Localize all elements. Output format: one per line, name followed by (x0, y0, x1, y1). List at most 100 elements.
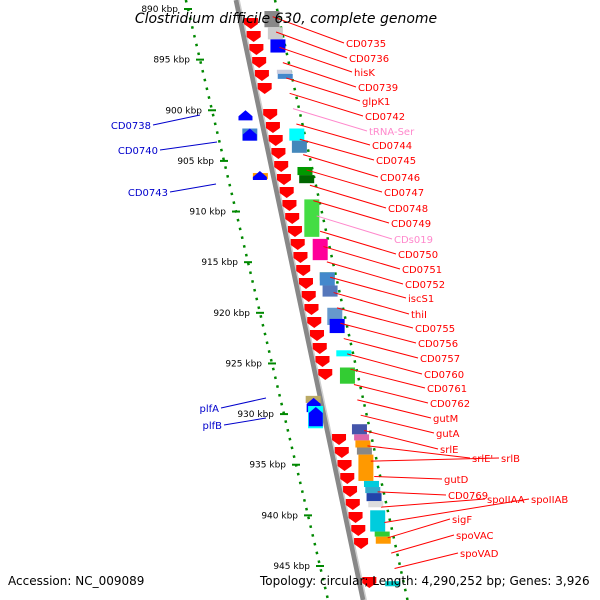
gene-label: glpK1 (362, 97, 390, 108)
kbp-tick-label: 925 kbp (225, 359, 262, 369)
gene-label: CDs019 (394, 235, 433, 246)
forward-gene-arrow (287, 226, 302, 237)
gene-label: plfB (202, 421, 222, 432)
label-leader-line (353, 384, 429, 404)
forward-gene-arrow (257, 83, 272, 94)
gene-label: CD0750 (398, 250, 438, 261)
label-leader-line (333, 292, 410, 315)
forward-gene-arrow (293, 252, 308, 263)
map-title: Clostridium difficile 630, complete geno… (135, 11, 437, 27)
gene-label: plfA (200, 404, 220, 415)
reverse-gene-arrow (252, 171, 267, 181)
outer-feature-block (277, 73, 293, 79)
outer-feature-block (365, 487, 381, 494)
gene-label: CD0746 (380, 173, 420, 184)
kbp-tick-label: 930 kbp (237, 410, 274, 420)
accession-text: Accession: NC_009089 (8, 574, 145, 588)
outer-feature-block (299, 175, 315, 184)
forward-gene-arrow (274, 161, 289, 172)
forward-gene-arrow (307, 317, 322, 328)
genome-backbone (233, 0, 367, 600)
outer-feature-block (276, 69, 292, 74)
forward-gene-arrow (315, 356, 330, 367)
gene-label: CD0769 (448, 491, 488, 502)
gene-label: hisK (354, 68, 375, 79)
forward-gene-arrow (254, 70, 269, 81)
gene-label: CD0738 (111, 121, 151, 132)
outer-feature-block (336, 350, 352, 357)
label-leader-line (169, 183, 217, 193)
forward-gene-arrow (243, 18, 258, 29)
gene-label: spoVAC (456, 531, 494, 542)
outer-feature-block (267, 27, 283, 40)
outer-feature-block (297, 166, 313, 176)
forward-gene-arrow (265, 122, 280, 133)
label-leader-line (279, 46, 353, 73)
label-leader-line (326, 261, 404, 285)
forward-gene-arrow (268, 135, 283, 146)
outer-feature-block (312, 238, 328, 261)
forward-gene-arrow (296, 265, 311, 276)
label-leader-line (350, 368, 426, 389)
label-leader-line (336, 307, 414, 329)
forward-gene-arrow (298, 278, 313, 289)
gene-label: tRNA-Ser (369, 127, 415, 138)
outer-feature-block (289, 128, 305, 141)
kbp-tick-label: 945 kbp (273, 562, 310, 572)
reverse-gene-arrow (242, 128, 257, 141)
inner-scale-line (184, 0, 330, 600)
label-leader-line (360, 414, 435, 434)
outer-feature-block (322, 285, 338, 297)
forward-gene-arrow (290, 239, 305, 250)
gene-label: sigF (452, 515, 472, 526)
gene-label: CD0747 (384, 188, 424, 199)
reverse-gene-arrow (238, 110, 253, 121)
outer-feature-block (319, 272, 335, 286)
forward-gene-arrow (263, 109, 278, 120)
label-leader-line (374, 475, 443, 480)
label-leader-line (159, 141, 218, 151)
outer-feature-block (366, 493, 382, 502)
label-leader-line (220, 397, 267, 409)
label-leader-line (377, 491, 447, 496)
gene-label: CD0751 (402, 265, 442, 276)
kbp-tick-label: 900 kbp (165, 106, 202, 116)
forward-gene-arrow (285, 213, 300, 224)
forward-gene-arrow (351, 525, 366, 536)
gene-label: CD0744 (372, 141, 412, 152)
label-leader-line (363, 430, 439, 450)
label-leader-line (380, 498, 486, 508)
label-leader-line (387, 518, 451, 539)
forward-gene-arrow (282, 200, 297, 211)
label-leader-line (316, 215, 393, 240)
outer-feature-block (351, 424, 367, 435)
forward-gene-arrow (246, 31, 261, 42)
gene-label: gutA (436, 429, 460, 440)
gene-label: srlE' (472, 454, 493, 465)
kbp-tick-label: 915 kbp (201, 258, 238, 268)
outer-feature-block (354, 434, 370, 441)
label-leader-line (357, 399, 432, 419)
outer-scale-line (273, 0, 409, 600)
gene-label: CD0752 (405, 280, 445, 291)
label-leader-line (292, 108, 368, 132)
forward-gene-arrow (348, 512, 363, 523)
outer-feature-block (385, 581, 401, 587)
label-leader-line (282, 62, 357, 88)
gene-labels: CD0735 CD0736 hisK CD0739 glpK1 CD0742 tRNA-Se… (111, 39, 569, 560)
kbp-tick-label: 910 kbp (189, 208, 226, 218)
label-leader-line (152, 114, 201, 126)
outer-feature-block (355, 440, 371, 448)
kbp-tick-label: 895 kbp (153, 56, 190, 66)
outer-feature-block (329, 318, 345, 334)
forward-gene-arrow (362, 577, 377, 588)
gene-label: spoIIAB (531, 495, 568, 506)
backbone-line (233, 0, 366, 600)
gene-label: gutD (444, 475, 469, 486)
outer-feature-block (370, 510, 386, 532)
outer-feature-block (358, 454, 374, 481)
forward-gene-arrow (249, 44, 264, 55)
label-leader-line (275, 31, 348, 59)
forward-gene-arrow (252, 57, 267, 68)
